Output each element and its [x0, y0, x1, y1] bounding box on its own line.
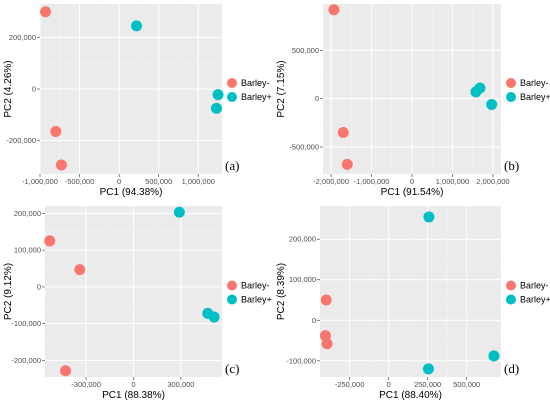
- data-point-barley-plus: [210, 102, 222, 114]
- x-tick-label: -1,000,000: [22, 177, 58, 186]
- data-point-barley-minus: [60, 365, 72, 377]
- data-point-barley-plus: [173, 206, 185, 218]
- data-point-barley-plus: [208, 311, 220, 323]
- y-tick-label: 200,000: [9, 33, 36, 42]
- y-tick-label: 100,000: [289, 275, 316, 284]
- legend-label: Barley+: [241, 295, 272, 305]
- legend-key-barley-minus: [506, 280, 516, 291]
- x-tick-label: 0: [387, 380, 391, 389]
- legend-key-barley-plus: [227, 92, 237, 102]
- y-tick-label: -500,000: [289, 142, 319, 151]
- legend-label: Barley-: [241, 78, 270, 88]
- data-point-barley-plus: [423, 211, 435, 223]
- legend-label: Barley+: [241, 92, 272, 102]
- x-tick-label: 0: [131, 380, 135, 389]
- y-axis-title: PC2 (8.39%): [276, 263, 287, 320]
- panel-b: -2,000,000 -1,000,000 0 1,000,000 2,000,000 -…: [276, 4, 550, 198]
- data-point-barley-plus: [474, 82, 486, 94]
- legend-key-barley-plus: [227, 294, 237, 305]
- y-tick-label: -100,000: [11, 319, 41, 328]
- y-tick-label: 200,000: [289, 235, 316, 244]
- y-tick-label: 0: [32, 85, 36, 94]
- x-tick-label: -300,000: [71, 380, 101, 389]
- y-tick-label: 500,000: [292, 46, 319, 55]
- panel-label: (b): [504, 158, 519, 173]
- x-tick-label: 1,000,000: [182, 177, 215, 186]
- x-tick-label: 1,000,000: [436, 177, 469, 186]
- data-point-barley-minus: [44, 235, 56, 247]
- data-point-barley-minus: [55, 159, 67, 171]
- y-axis-title: PC2 (4.26%): [3, 60, 14, 117]
- data-point-barley-minus: [50, 126, 62, 137]
- y-axis-title: PC2 (7.15%): [276, 60, 287, 117]
- legend-label: Barley+: [520, 92, 550, 102]
- legend-key-barley-minus: [227, 280, 237, 291]
- y-tick-label: -200,000: [6, 136, 36, 145]
- panel-label: (c): [225, 361, 239, 376]
- legend-key-barley-minus: [506, 78, 516, 88]
- legend-key-barley-minus: [227, 78, 237, 88]
- legend-label: Barley-: [520, 78, 549, 88]
- x-tick-label: 250,000: [414, 380, 441, 389]
- panel-background: [320, 206, 501, 377]
- x-tick-label: 0: [117, 177, 121, 186]
- x-axis-title: PC1 (91.54%): [381, 187, 444, 198]
- data-point-barley-minus: [40, 6, 52, 18]
- panel-label: (d): [504, 361, 519, 376]
- data-point-barley-minus: [320, 294, 332, 306]
- data-point-barley-minus: [337, 126, 349, 138]
- x-axis-title: PC1 (88.38%): [102, 390, 165, 401]
- x-tick-label: 0: [410, 177, 414, 186]
- x-axis-title: PC1 (88.40%): [379, 390, 442, 401]
- legend-label: Barley-: [241, 281, 270, 291]
- y-axis-title: PC2 (9.12%): [3, 263, 14, 320]
- data-point-barley-plus: [212, 89, 224, 101]
- legend-key-barley-plus: [506, 92, 516, 102]
- data-point-barley-minus: [328, 4, 340, 16]
- data-point-barley-minus: [74, 264, 86, 276]
- data-point-barley-plus: [488, 350, 500, 362]
- y-tick-label: 100,000: [14, 246, 41, 255]
- y-tick-label: -100,000: [286, 356, 316, 365]
- x-axis-title: PC1 (94.38%): [100, 187, 163, 198]
- y-tick-label: 0: [315, 94, 319, 103]
- panel-d: -250,000 0 250,000 500,000 -100,000 0 100,000 2…: [276, 206, 550, 401]
- panel-label: (a): [225, 158, 239, 173]
- x-tick-label: -250,000: [335, 380, 365, 389]
- x-tick-label: -1,000,000: [354, 177, 390, 186]
- legend-label: Barley+: [520, 295, 550, 305]
- data-point-barley-minus: [341, 158, 353, 170]
- data-point-barley-plus: [486, 98, 498, 110]
- panel-c: -300,000 0 300,000 -200,000 -100,000 0 100,000…: [3, 206, 272, 401]
- data-point-barley-plus: [131, 20, 143, 32]
- data-point-barley-plus: [422, 363, 434, 375]
- y-tick-label: 0: [37, 282, 41, 291]
- legend-key-barley-plus: [506, 294, 516, 305]
- y-tick-label: -200,000: [11, 356, 41, 365]
- x-tick-label: 300,000: [167, 380, 194, 389]
- y-tick-label: 0: [312, 316, 316, 325]
- data-point-barley-minus: [321, 338, 333, 350]
- panel-a: -1,000,000 -500,000 0 500,000 1,000,000 -200,…: [3, 4, 272, 198]
- x-tick-label: 500,000: [453, 380, 480, 389]
- x-tick-label: -2,000,000: [313, 177, 349, 186]
- x-tick-label: 2,000,000: [476, 177, 509, 186]
- x-tick-label: -500,000: [65, 177, 95, 186]
- y-tick-label: 200,000: [14, 209, 41, 218]
- x-tick-label: 500,000: [145, 177, 172, 186]
- legend-label: Barley-: [520, 281, 549, 291]
